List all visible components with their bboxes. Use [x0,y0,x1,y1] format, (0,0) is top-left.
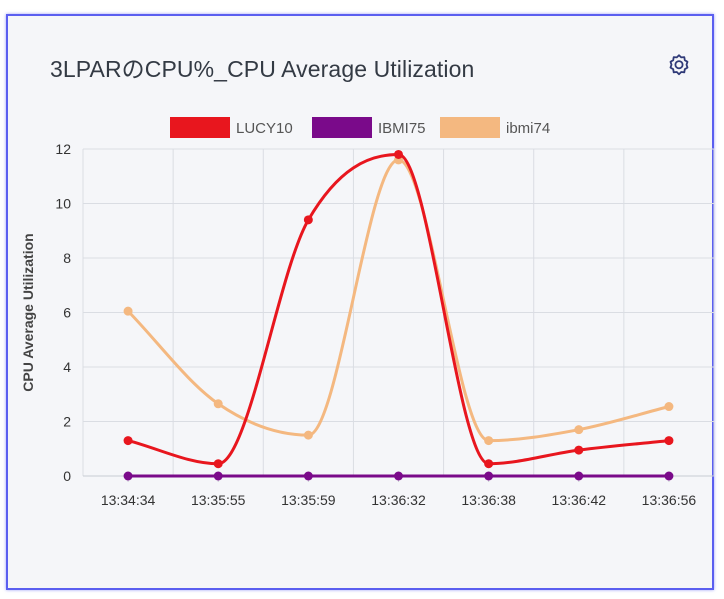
legend-swatch-ibmi74 [440,117,500,138]
data-point-lucy10 [484,459,494,469]
chart-widget: 3LPARのCPU%_CPU Average Utilization [6,14,714,590]
y-tick-label: 0 [63,468,71,484]
data-point-ibmi75 [213,471,223,481]
gear-icon[interactable] [666,52,692,78]
data-point-lucy10 [394,149,403,159]
x-tick-label: 13:35:55 [191,492,246,508]
data-point-ibmi75 [303,471,313,481]
data-point-ibmi75 [484,471,494,481]
data-point-ibmi74 [303,430,313,440]
x-tick-label: 13:34:34 [101,492,156,508]
series-line-ibmi74 [126,158,670,443]
x-tick-label: 13:35:59 [281,492,336,508]
data-point-lucy10 [123,436,133,446]
data-point-ibmi74 [664,402,674,412]
data-point-ibmi75 [574,471,584,481]
legend-label-ibmi75: IBMI75 [378,120,426,137]
y-tick-label: 2 [63,414,71,430]
widget-title: 3LPARのCPU%_CPU Average Utilization [50,56,475,82]
legend-swatch-ibmi75 [312,117,372,138]
y-axis-label: CPU Average Utilization [20,233,36,391]
data-point-ibmi74 [484,436,494,446]
y-tick-label: 12 [55,141,71,157]
data-point-lucy10 [664,436,674,446]
x-tick-label: 13:36:42 [552,492,607,508]
y-tick-label: 8 [63,250,71,266]
data-point-ibmi75 [123,471,133,481]
data-point-lucy10 [574,445,584,455]
legend-label-lucy10: LUCY10 [236,120,293,137]
data-point-ibmi74 [213,399,223,409]
x-tick-label: 13:36:38 [461,492,516,508]
legend-label-ibmi74: ibmi74 [506,120,550,137]
data-point-ibmi75 [394,471,403,481]
legend-swatch-lucy10 [170,117,230,138]
x-tick-label: 13:36:56 [642,492,697,508]
y-tick-label: 4 [63,359,71,375]
y-tick-label: 10 [55,196,71,212]
gear-icon-graphic [669,54,689,76]
x-tick-label: 13:36:32 [371,492,426,508]
data-point-ibmi74 [123,306,133,316]
data-point-ibmi74 [574,425,584,435]
data-point-lucy10 [303,215,313,225]
data-point-ibmi75 [664,471,674,481]
y-tick-label: 6 [63,305,71,321]
data-point-lucy10 [213,459,223,469]
series-line-lucy10 [127,152,670,466]
